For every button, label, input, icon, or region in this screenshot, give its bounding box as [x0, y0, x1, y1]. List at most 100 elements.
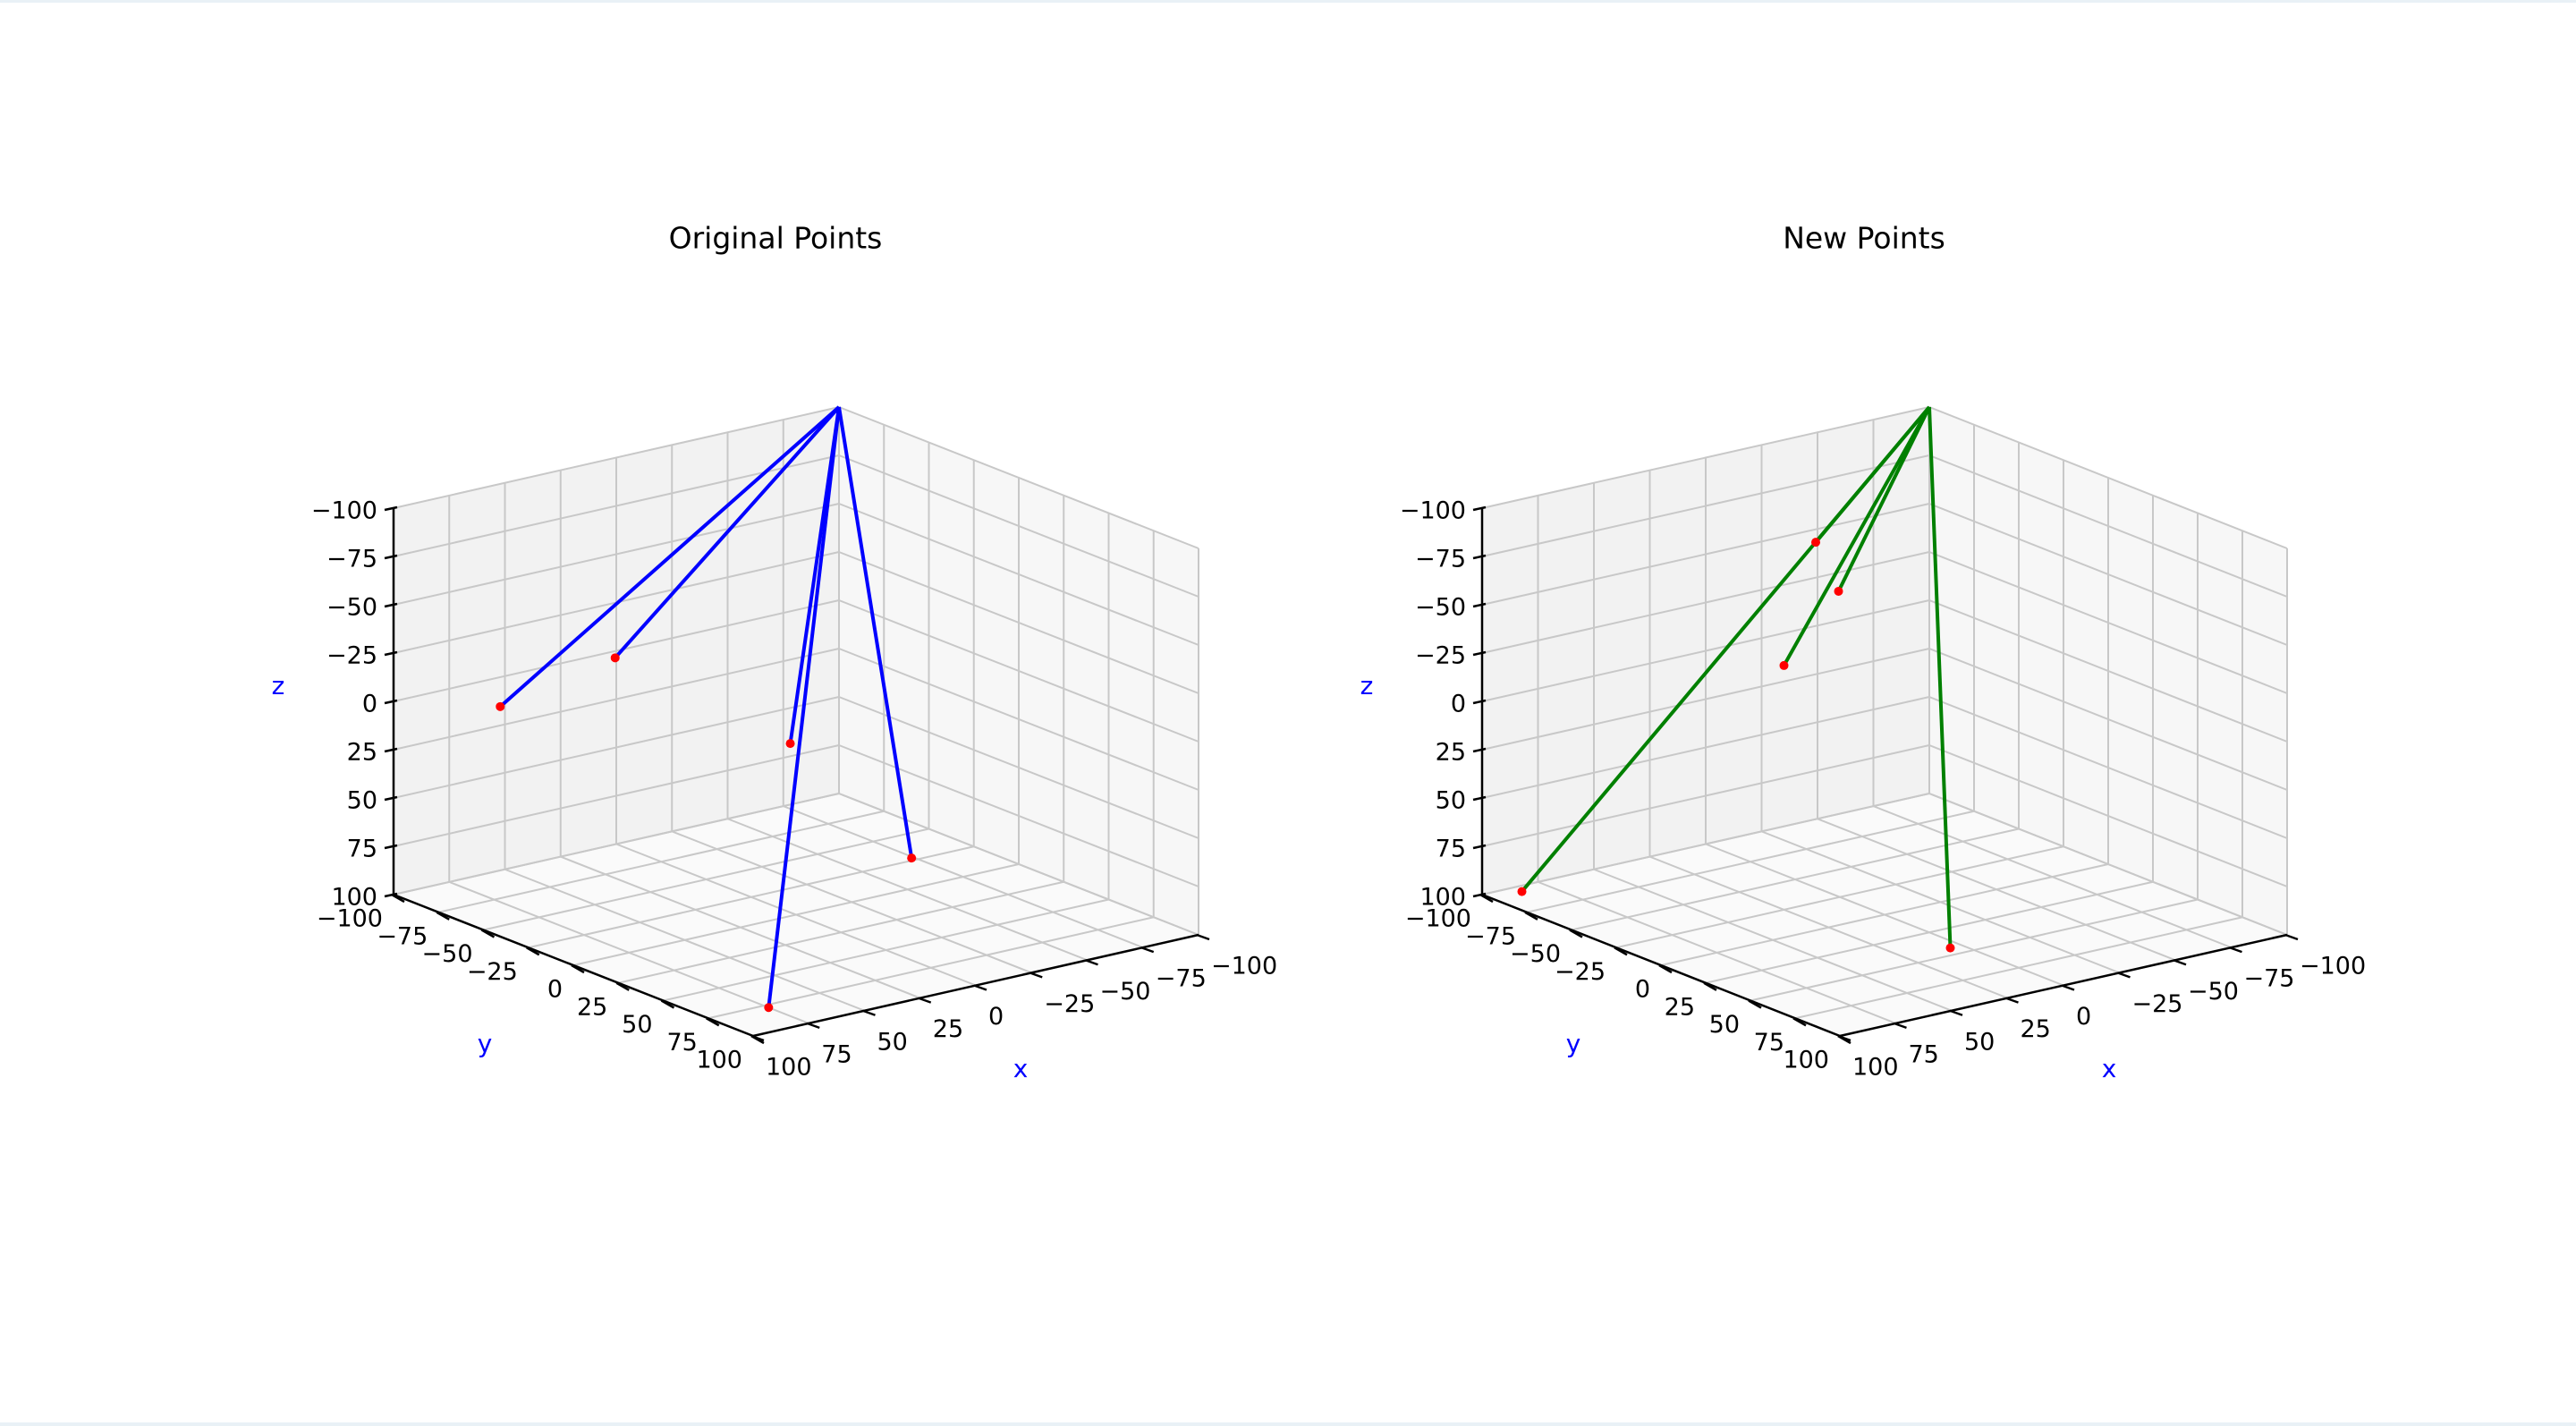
y-tick: [1614, 946, 1628, 956]
grid-line: [838, 696, 1199, 839]
y-tick: [480, 929, 496, 938]
x-tick-label: −25: [1044, 990, 1095, 1018]
x-tick-label: 25: [933, 1015, 963, 1043]
x-tick: [1140, 946, 1155, 954]
data-point: [610, 653, 620, 663]
z-tick: [1472, 795, 1487, 802]
data-point: [1517, 887, 1527, 896]
y-tick-label: −100: [317, 905, 383, 933]
x-tick: [973, 984, 987, 991]
x-tick-label: 25: [2021, 1015, 2051, 1043]
z-tick-label: −75: [326, 546, 377, 573]
grid-line: [838, 793, 1199, 936]
series-line: [614, 405, 841, 659]
grid-line: [393, 648, 840, 751]
x-tick-label: 100: [766, 1054, 812, 1082]
z-tick: [384, 602, 398, 608]
grid-line: [1481, 599, 1930, 702]
y-tick-label: 25: [1665, 993, 1695, 1021]
grid-line: [1794, 916, 2243, 1020]
y-tick: [1479, 893, 1494, 904]
y-tick: [1569, 929, 1583, 938]
y-tick: [615, 981, 630, 991]
y-tick-label: −75: [377, 922, 428, 950]
x-tick: [1837, 1034, 1852, 1042]
series-line: [1928, 406, 1953, 948]
x-tick-label: 75: [821, 1040, 852, 1068]
z-tick-label: −25: [1415, 642, 1466, 670]
x-tick-label: 0: [988, 1003, 1004, 1031]
x-tick: [2173, 959, 2187, 966]
x-tick: [2284, 933, 2299, 941]
x-tick-label: 75: [1909, 1040, 1939, 1068]
z-tick: [384, 747, 398, 753]
x-tick: [2229, 946, 2242, 954]
z-tick-label: −50: [326, 594, 377, 622]
grid-line: [1750, 898, 2199, 1002]
y-tick: [391, 893, 405, 904]
z-axis-label: z: [1360, 671, 1374, 700]
x-tick: [1029, 972, 1043, 979]
z-tick-label: −75: [1415, 546, 1466, 573]
x-tick-label: −50: [2188, 978, 2239, 1006]
x-tick: [918, 997, 932, 1004]
grid-line: [1928, 744, 2288, 887]
x-tick: [2005, 997, 2019, 1004]
grid-line: [663, 898, 1109, 1002]
bottom-edge-line: [0, 1422, 2576, 1426]
plot-title: Original Points: [669, 221, 883, 256]
y-tick: [436, 911, 450, 921]
y-tick-label: 50: [622, 1011, 652, 1039]
y-tick-label: −50: [1510, 940, 1561, 968]
y-tick: [1524, 911, 1538, 921]
z-axis-label: z: [272, 671, 285, 700]
y-tick-label: −25: [467, 958, 518, 986]
grid-line: [1593, 868, 1953, 1012]
data-point: [1779, 660, 1789, 670]
x-tick-label: −50: [1100, 978, 1151, 1006]
z-tick-label: 100: [331, 884, 377, 912]
grid-line: [1928, 793, 2288, 936]
y-tick: [660, 999, 675, 1009]
data-point: [496, 701, 505, 711]
z-tick-label: −100: [311, 497, 377, 525]
grid-line: [1481, 744, 1930, 847]
x-tick: [750, 1034, 765, 1042]
y-axis-label: y: [1566, 1029, 1581, 1058]
y-tick: [1703, 981, 1717, 991]
grid-line: [560, 855, 921, 999]
x-tick-label: −100: [1211, 953, 1277, 980]
z-tick: [384, 844, 398, 850]
grid-line: [1660, 863, 2109, 966]
grid-line: [1705, 880, 2154, 984]
y-tick-label: 50: [1709, 1011, 1740, 1039]
x-tick: [2117, 972, 2131, 979]
y-tick-label: −25: [1555, 958, 1606, 986]
grid-line: [393, 793, 840, 895]
x-axis-label: x: [1013, 1054, 1029, 1083]
plot-title: New Points: [1783, 221, 1945, 256]
series-line: [1520, 405, 1931, 893]
z-tick-label: 75: [347, 836, 377, 863]
grid-line: [1538, 880, 1896, 1024]
x-tick: [862, 1009, 876, 1016]
grid-line: [1481, 793, 1930, 895]
y-axis-label: y: [478, 1029, 493, 1058]
y-tick-label: 0: [547, 976, 563, 1004]
grid-line: [618, 880, 1064, 984]
z-tick-label: 25: [347, 739, 377, 767]
data-point: [785, 739, 795, 749]
series-line: [498, 405, 841, 709]
y-tick: [571, 963, 585, 974]
y-tick: [526, 946, 540, 956]
y-tick: [706, 1017, 720, 1027]
z-tick-label: −25: [326, 642, 377, 670]
grid-line: [393, 696, 840, 799]
z-tick: [1472, 650, 1487, 657]
series-line: [767, 406, 841, 1008]
z-tick: [1472, 505, 1487, 512]
data-point: [907, 853, 917, 863]
z-tick-label: 0: [1451, 691, 1466, 718]
y-tick-label: 75: [1754, 1029, 1784, 1057]
